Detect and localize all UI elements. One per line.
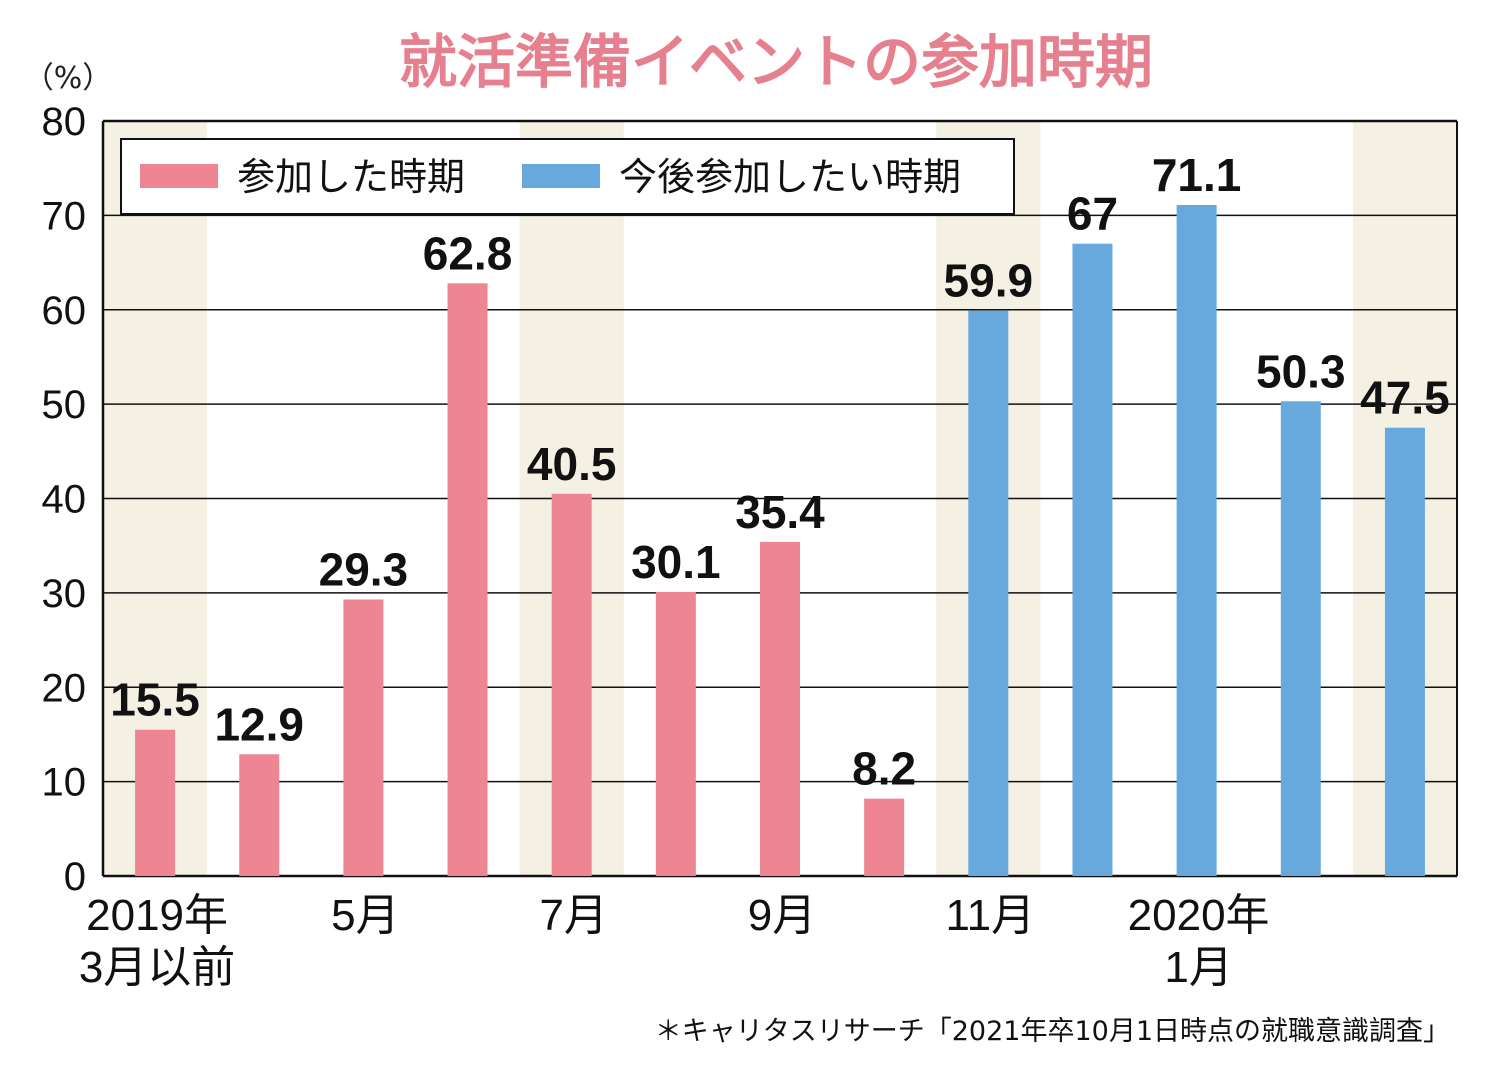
y-tick-label: 0 [64, 855, 86, 899]
source-note: ＊キャリタスリサーチ「2021年卒10月1日時点の就職意識調査」 [655, 1016, 1450, 1047]
x-tick-line: 9月 [748, 891, 816, 940]
data-label: 35.4 [735, 486, 825, 538]
data-label: 40.5 [527, 438, 617, 490]
data-label: 71.1 [1152, 149, 1242, 201]
bar [551, 493, 592, 876]
y-tick-label: 30 [42, 572, 87, 616]
x-axis-ticks: 2019年 3月以前 5月 7月 9月 11月 2020年 1月 [79, 891, 1270, 992]
legend-swatch-planned [522, 164, 600, 188]
data-label: 29.3 [319, 543, 409, 595]
bar [864, 798, 905, 876]
data-label: 12.9 [214, 698, 304, 750]
data-label: 30.1 [631, 536, 721, 588]
bar [655, 591, 696, 876]
data-label: 59.9 [944, 255, 1034, 307]
bar [343, 599, 384, 876]
y-tick-label: 10 [42, 761, 87, 805]
x-tick-label: 11月 [945, 891, 1035, 940]
bar [1176, 204, 1217, 876]
chart-title: 就活準備イベントの参加時期 [399, 28, 1153, 96]
data-label: 67 [1067, 188, 1118, 240]
x-tick-line: 1月 [1164, 943, 1232, 992]
y-axis-ticks: 0 10 20 30 40 50 60 70 80 [42, 100, 87, 899]
y-tick-label: 50 [42, 383, 87, 427]
legend: 参加した時期 今後参加したい時期 [120, 138, 1015, 215]
bar [1072, 243, 1113, 876]
bar [1384, 427, 1425, 876]
x-tick-label: 2020年 1月 [1128, 891, 1270, 992]
bar [239, 754, 280, 876]
data-label: 15.5 [110, 674, 200, 726]
data-label: 8.2 [852, 743, 916, 795]
data-labels: 15.5 12.9 29.3 62.8 40.5 30.1 35.4 8.2 59.9 67 71.… [110, 149, 1449, 795]
x-tick-label: 7月 [539, 891, 607, 940]
unit-label: （%） [24, 61, 113, 96]
y-tick-label: 40 [42, 478, 87, 522]
legend-label-planned: 今後参加したい時期 [619, 155, 961, 199]
y-tick-label: 80 [42, 100, 87, 144]
x-tick-line: 11月 [945, 891, 1035, 940]
legend-swatch-participated [140, 164, 218, 188]
x-tick-line: 3月以前 [79, 943, 235, 992]
data-label: 47.5 [1360, 372, 1450, 424]
x-tick-line: 2020年 [1128, 891, 1270, 940]
y-tick-label: 70 [42, 194, 87, 238]
x-tick-label: 5月 [331, 891, 399, 940]
y-tick-label: 20 [42, 666, 87, 710]
legend-label-participated: 参加した時期 [237, 155, 465, 199]
x-tick-line: 2019年 [86, 891, 228, 940]
x-tick-label: 9月 [748, 891, 816, 940]
x-tick-label: 2019年 3月以前 [79, 891, 235, 992]
bar [135, 729, 176, 876]
x-tick-line: 7月 [539, 891, 607, 940]
x-tick-line: 5月 [331, 891, 399, 940]
data-label: 50.3 [1256, 345, 1346, 397]
bar [1280, 401, 1321, 876]
data-label: 62.8 [423, 227, 513, 279]
y-tick-label: 60 [42, 289, 87, 333]
bar [968, 310, 1009, 877]
bars [135, 204, 1425, 877]
bar [447, 283, 488, 876]
bar [760, 541, 800, 876]
